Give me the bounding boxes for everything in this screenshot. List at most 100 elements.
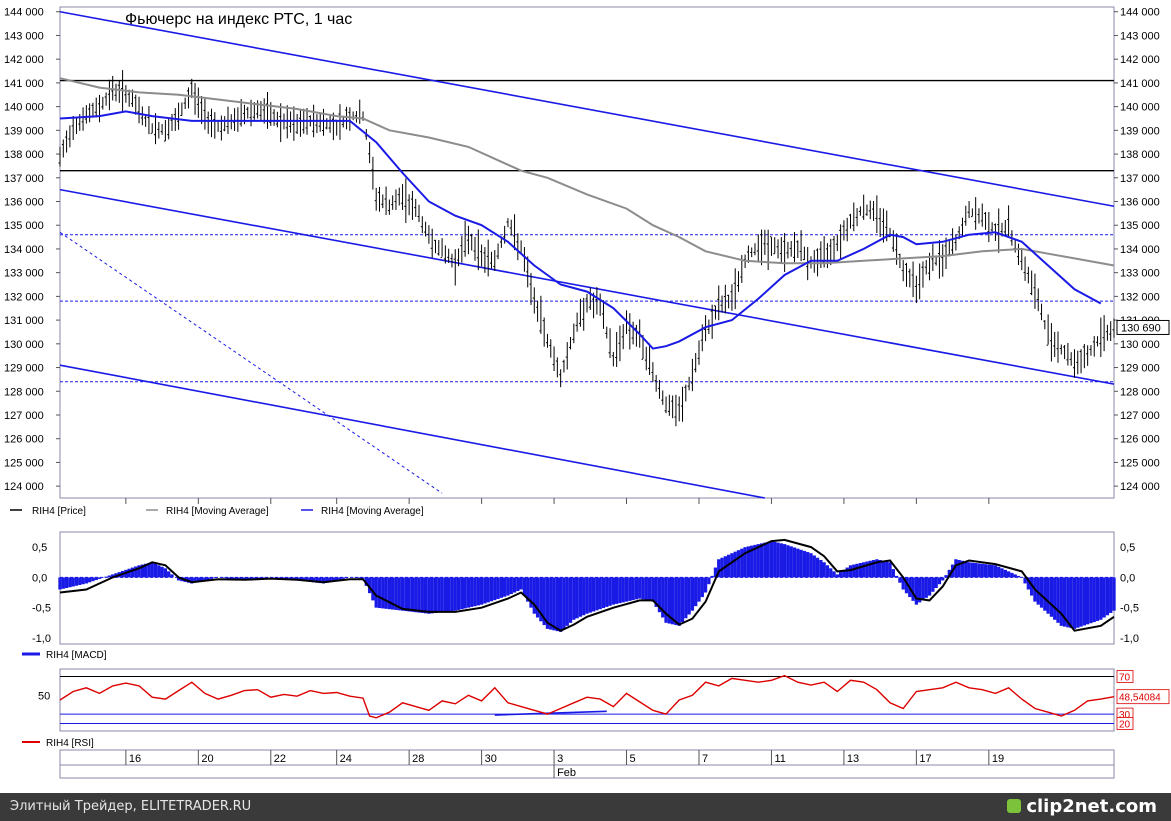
y-tick-label-right: 132 000: [1120, 291, 1160, 303]
y-tick-label-right: 125 000: [1120, 457, 1160, 469]
y-tick-label-right: 126 000: [1120, 434, 1160, 446]
y-tick-label-right: 133 000: [1120, 268, 1160, 280]
macd-tick-label-right: 0,0: [1120, 572, 1135, 584]
trend-line: [59, 10, 1115, 208]
clip2net-logo[interactable]: clip2net.com: [1007, 796, 1157, 817]
footer-source: Элитный Трейдер, ELITETRADER.RU: [10, 799, 252, 814]
legend-macd: RIH4 [MACD]: [46, 650, 107, 661]
y-tick-label-right: 136 000: [1120, 197, 1160, 209]
rsi-level-box: [1116, 717, 1134, 730]
y-tick-label-left: 131 000: [4, 315, 44, 327]
y-tick-label-left: 130 000: [4, 339, 44, 351]
y-tick-label-left: 142 000: [4, 54, 44, 66]
x-tick-label: 22: [274, 753, 286, 765]
clip2net-label: clip2net.com: [1026, 796, 1157, 817]
y-tick-label-right: 127 000: [1120, 410, 1160, 422]
y-tick-label-right: 137 000: [1120, 173, 1160, 185]
upload-icon: [1007, 799, 1022, 813]
y-tick-label-right: 143 000: [1120, 30, 1160, 42]
y-tick-label-right: 141 000: [1120, 78, 1160, 90]
y-tick-label-left: 124 000: [4, 481, 44, 493]
rsi-level-label: 20: [1119, 719, 1131, 730]
y-tick-label-left: 144 000: [4, 7, 44, 19]
y-tick-label-right: 128 000: [1120, 386, 1160, 398]
macd-tick-label-left: 0,5: [32, 542, 47, 554]
moving-average-long-line: [59, 77, 1115, 267]
legend-ma-long: RIH4 [Moving Average]: [166, 506, 269, 517]
y-tick-label-right: 142 000: [1120, 54, 1160, 66]
y-tick-label-right: 134 000: [1120, 244, 1160, 256]
y-tick-label-left: 143 000: [4, 30, 44, 42]
y-tick-label-left: 128 000: [4, 386, 44, 398]
trend-line: [59, 188, 1115, 385]
moving-average-short-line: [59, 110, 1102, 350]
price-panel-frame: [59, 6, 1115, 499]
y-tick-label-right: 144 000: [1120, 7, 1160, 19]
y-tick-label-right: 135 000: [1120, 220, 1160, 232]
y-tick-label-left: 137 000: [4, 173, 44, 185]
price-legend: RIH4 [Price] RIH4 [Moving Average] RIH4 …: [10, 506, 424, 517]
y-tick-label-left: 141 000: [4, 78, 44, 90]
last-price-box: [1116, 319, 1170, 335]
macd-chart: 0,5 0,5 0,0 0,0 -0,5 -0,5 -1,0 -1,0: [32, 538, 1139, 645]
legend-price: RIH4 [Price]: [32, 506, 86, 517]
x-tick-label: 11: [774, 753, 785, 765]
macd-signal-line: [59, 538, 1115, 632]
x-tick-label: 5: [630, 753, 636, 765]
y-tick-label-right: 129 000: [1120, 363, 1160, 375]
last-price-label: 130 690: [1121, 322, 1161, 334]
rsi-level-label: 70: [1119, 673, 1131, 684]
rsi-line: [59, 674, 1115, 719]
rsi-tick-label: 50: [38, 690, 50, 702]
y-tick-label-left: 138 000: [4, 149, 44, 161]
y-tick-label-left: 132 000: [4, 291, 44, 303]
macd-tick-label-left: -1,0: [32, 633, 51, 645]
y-tick-label-left: 139 000: [4, 125, 44, 137]
x-tick-label: 20: [201, 753, 213, 765]
chart-title: Фьючерс на индекс РТС, 1 час: [125, 11, 352, 28]
rsi-last-label: 48,54084: [1119, 693, 1161, 704]
y-tick-label-left: 127 000: [4, 410, 44, 422]
macd-tick-label-right: -0,5: [1120, 603, 1139, 615]
x-tick-label: 30: [485, 753, 497, 765]
y-tick-label-left: 133 000: [4, 268, 44, 280]
macd-tick-label-right: 0,5: [1120, 542, 1135, 554]
x-tick-label: 7: [702, 753, 708, 765]
macd-tick-label-left: -0,5: [32, 603, 51, 615]
x-tick-label: 16: [129, 753, 141, 765]
legend-ma-short: RIH4 [Moving Average]: [321, 506, 424, 517]
x-tick-label: 13: [847, 753, 859, 765]
rsi-level-label: 30: [1119, 710, 1131, 721]
y-tick-label-right: 130 000: [1120, 339, 1160, 351]
y-tick-label-left: 135 000: [4, 220, 44, 232]
x-axis-frame: [59, 749, 1115, 779]
y-tick-label-right: 139 000: [1120, 125, 1160, 137]
chart-canvas: Фьючерс на индекс РТС, 1 час 144 000 144 …: [4, 6, 1170, 779]
x-tick-label: 28: [412, 753, 424, 765]
trend-line: [59, 364, 766, 499]
y-tick-label-right: 140 000: [1120, 102, 1160, 114]
x-axis: 16 20 22 24 28 30 3 5 7 11 13 17 19 Feb: [125, 498, 1004, 779]
rsi-legend: RIH4 [RSI]: [22, 738, 94, 749]
footer-bar: Элитный Трейдер, ELITETRADER.RU clip2net…: [0, 793, 1171, 821]
price-chart: 144 000 144 000 143 000 143 000 142 000 142 0…: [4, 7, 1170, 499]
y-tick-label-left: 129 000: [4, 363, 44, 375]
macd-tick-label-left: 0,0: [32, 572, 47, 584]
x-tick-label: 3: [557, 753, 563, 765]
rsi-last-box: [1116, 689, 1170, 705]
x-tick-label: 17: [919, 753, 931, 765]
y-tick-label-left: 140 000: [4, 102, 44, 114]
y-tick-label-left: 136 000: [4, 197, 44, 209]
x-tick-label: 24: [340, 753, 352, 765]
trend-line: [59, 231, 443, 494]
rsi-level-box: [1116, 670, 1134, 683]
x-tick-label: 19: [992, 753, 1004, 765]
y-tick-label-left: 125 000: [4, 457, 44, 469]
y-tick-label-right: 124 000: [1120, 481, 1160, 493]
x-month-label: Feb: [557, 767, 576, 779]
y-tick-label-right: 138 000: [1120, 149, 1160, 161]
macd-tick-label-right: -1,0: [1120, 633, 1139, 645]
y-tick-label-left: 126 000: [4, 434, 44, 446]
y-tick-label-left: 134 000: [4, 244, 44, 256]
